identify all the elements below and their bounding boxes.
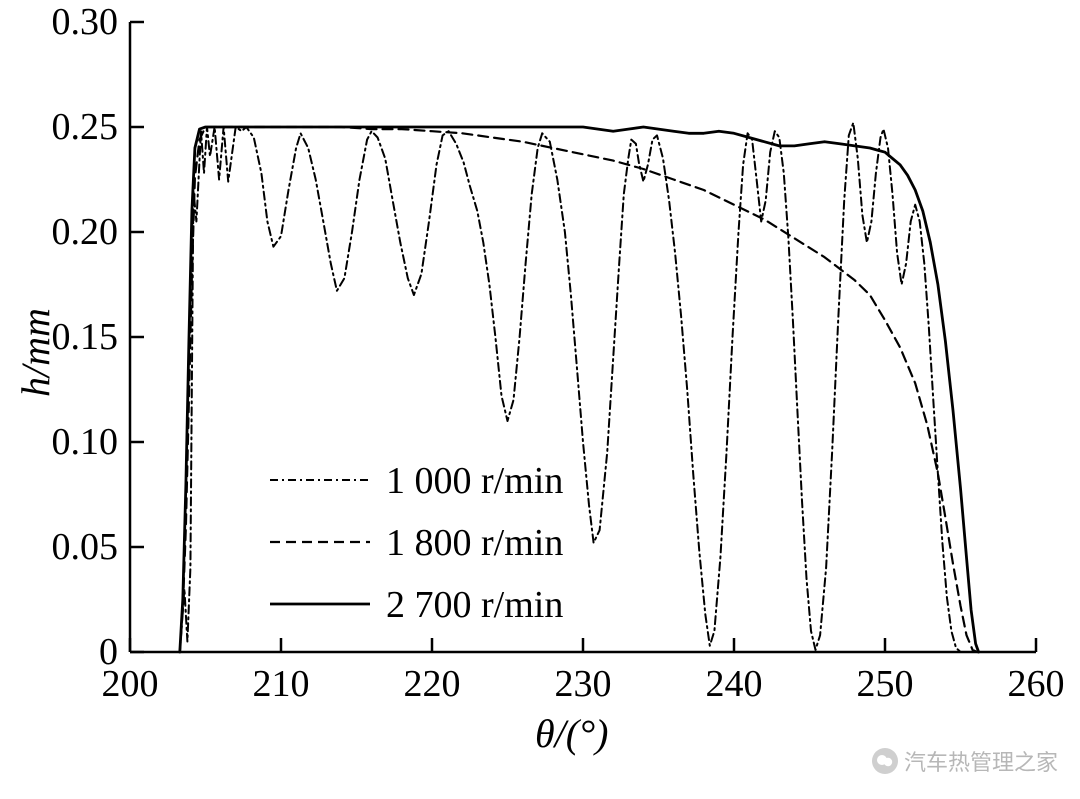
x-tick-label: 250 bbox=[857, 663, 914, 705]
x-tick-label: 240 bbox=[706, 663, 763, 705]
chart-container: 20021022023024025026000.050.100.150.200.… bbox=[0, 0, 1080, 799]
legend-label: 1 800 r/min bbox=[386, 522, 563, 564]
chart-svg: 20021022023024025026000.050.100.150.200.… bbox=[0, 0, 1080, 799]
y-tick-label: 0.10 bbox=[52, 421, 119, 463]
legend-label: 2 700 r/min bbox=[386, 584, 563, 626]
y-tick-label: 0.20 bbox=[52, 211, 119, 253]
series-line bbox=[180, 123, 961, 652]
y-tick-label: 0 bbox=[99, 631, 118, 673]
wechat-icon bbox=[872, 748, 898, 774]
y-axis-label: h/mm bbox=[12, 308, 59, 397]
watermark-text: 汽车热管理之家 bbox=[904, 745, 1058, 777]
y-tick-label: 0.05 bbox=[52, 526, 119, 568]
x-axis-label: θ/(°) bbox=[535, 710, 608, 757]
y-tick-label: 0.15 bbox=[52, 316, 119, 358]
x-tick-label: 260 bbox=[1008, 663, 1065, 705]
legend-label: 1 000 r/min bbox=[386, 460, 563, 502]
x-tick-label: 210 bbox=[253, 663, 310, 705]
x-tick-label: 220 bbox=[404, 663, 461, 705]
watermark: 汽车热管理之家 bbox=[872, 745, 1058, 777]
y-tick-label: 0.25 bbox=[52, 106, 119, 148]
series-line bbox=[180, 127, 977, 652]
y-tick-label: 0.30 bbox=[52, 1, 119, 43]
x-tick-label: 230 bbox=[555, 663, 612, 705]
series-line bbox=[180, 127, 979, 652]
